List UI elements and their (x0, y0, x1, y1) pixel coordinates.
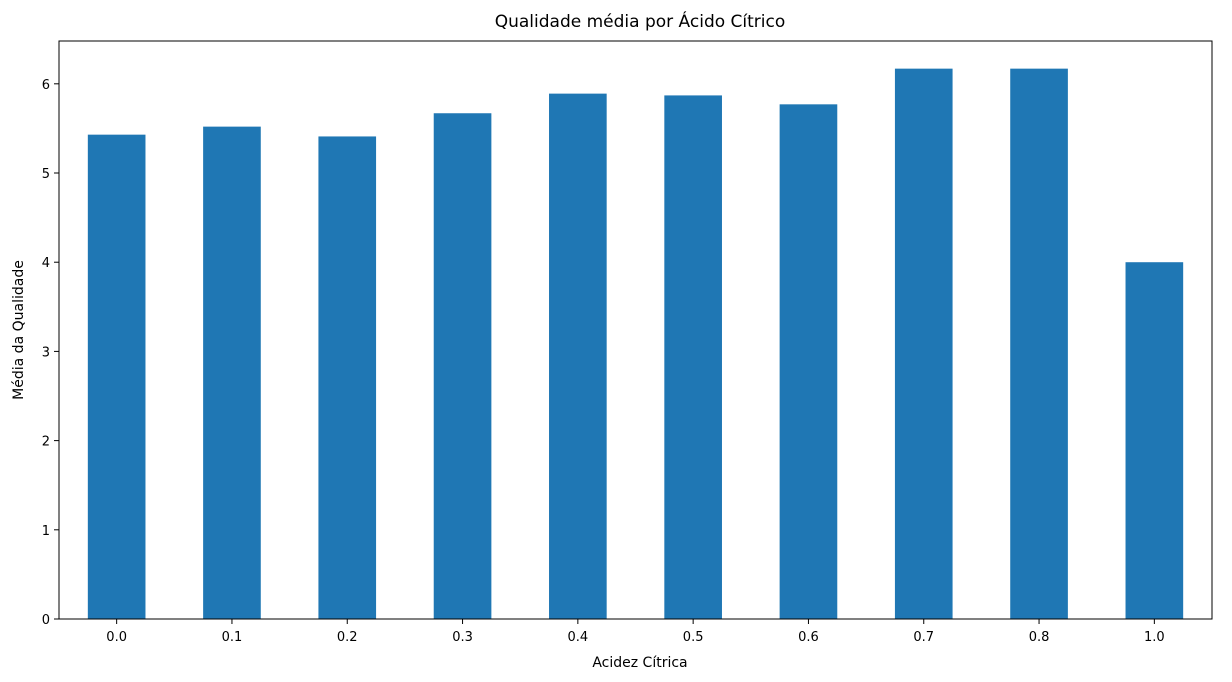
y-tick-label: 4 (42, 256, 50, 271)
y-axis-label: Média da Qualidade (11, 260, 27, 400)
bar (779, 104, 838, 619)
x-tick-label: 0.8 (1029, 630, 1050, 645)
y-tick-label: 2 (42, 435, 50, 450)
bar (894, 68, 953, 619)
bar (549, 93, 607, 620)
x-tick-label: 0.2 (337, 630, 358, 645)
y-tick-label: 1 (42, 524, 50, 539)
x-tick-label: 0.1 (222, 630, 243, 645)
y-tick-label: 6 (42, 78, 50, 93)
plot-frame (58, 40, 1213, 620)
x-tick-label: 0.4 (568, 630, 589, 645)
bar (433, 113, 492, 619)
bar (203, 126, 261, 619)
y-tick-label: 3 (42, 345, 50, 360)
y-tick-label: 0 (42, 613, 50, 628)
x-axis-label: Acidez Cítrica (592, 655, 687, 671)
bar (1010, 68, 1068, 619)
bars-layer (87, 68, 1184, 620)
y-tick-label: 5 (42, 167, 50, 182)
bar (664, 95, 722, 619)
bar (87, 134, 146, 619)
x-tick-label: 0.5 (683, 630, 704, 645)
x-tick-label: 1.0 (1144, 630, 1165, 645)
y-axis-ticks: 0 1 2 3 4 5 6 (42, 78, 59, 628)
x-tick-label: 0.0 (106, 630, 127, 645)
x-axis-ticks: 0.0 0.1 0.2 0.3 0.4 0.5 0.6 0.7 0.8 1.0 (106, 619, 1165, 645)
chart-title: Qualidade média por Ácido Cítrico (495, 10, 786, 32)
x-tick-label: 0.6 (798, 630, 819, 645)
x-tick-label: 0.3 (452, 630, 473, 645)
bar (1125, 262, 1184, 619)
x-tick-label: 0.7 (913, 630, 934, 645)
bar (318, 136, 377, 620)
